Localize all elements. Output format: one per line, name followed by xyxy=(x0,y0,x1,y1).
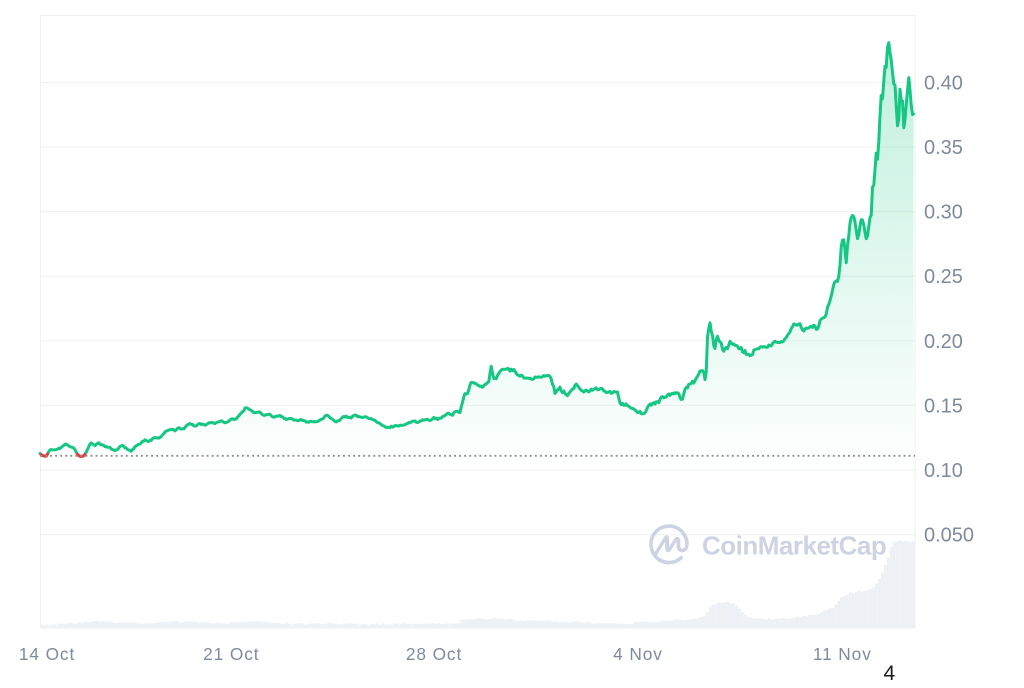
svg-text:4 Nov: 4 Nov xyxy=(613,644,663,664)
svg-text:11 Nov: 11 Nov xyxy=(813,644,872,664)
svg-text:0.30: 0.30 xyxy=(924,202,963,224)
svg-text:0.35: 0.35 xyxy=(924,137,963,159)
svg-text:0.20: 0.20 xyxy=(924,331,963,353)
svg-text:0.050: 0.050 xyxy=(924,525,974,547)
svg-text:0.25: 0.25 xyxy=(924,266,963,288)
svg-text:14 Oct: 14 Oct xyxy=(19,644,75,664)
svg-text:0.40: 0.40 xyxy=(924,72,963,94)
svg-text:21 Oct: 21 Oct xyxy=(203,644,259,664)
svg-text:0.10: 0.10 xyxy=(924,460,963,482)
svg-text:0.15: 0.15 xyxy=(924,395,963,417)
svg-text:4: 4 xyxy=(884,662,896,683)
svg-text:CoinMarketCap: CoinMarketCap xyxy=(702,531,886,561)
svg-text:28 Oct: 28 Oct xyxy=(406,644,462,664)
